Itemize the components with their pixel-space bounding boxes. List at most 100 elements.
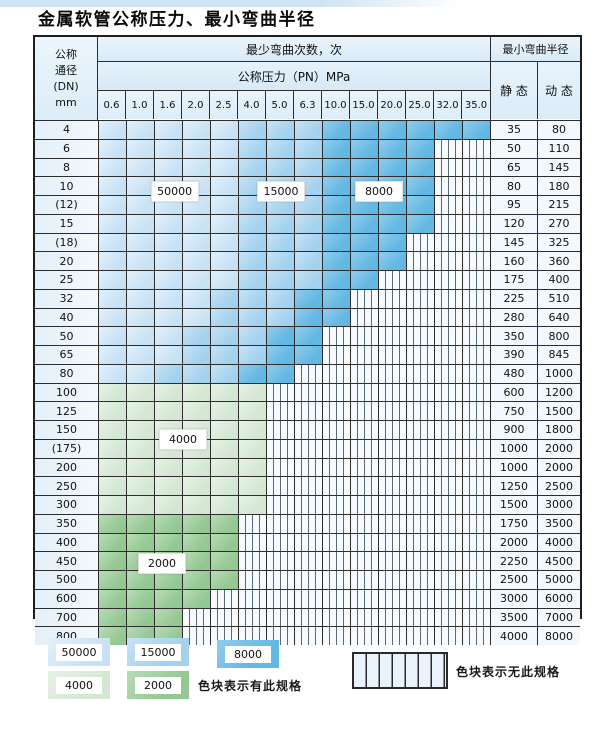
spec-cell-g2 xyxy=(155,589,183,608)
no-spec-cell xyxy=(407,289,435,308)
spec-cell-c8 xyxy=(407,121,435,139)
no-spec-cell xyxy=(351,402,379,420)
dynamic-radius-value: 270 xyxy=(538,214,580,233)
spec-cell-c15 xyxy=(267,271,295,289)
dynamic-radius-value: 4500 xyxy=(538,552,580,570)
no-spec-cell xyxy=(323,533,351,552)
no-spec-cell xyxy=(295,608,323,627)
no-spec-cell xyxy=(463,158,491,177)
spec-cell-c50 xyxy=(155,308,183,327)
spec-cell-c8 xyxy=(407,196,435,214)
spec-cell-c50 xyxy=(155,346,183,364)
spec-cell-c15 xyxy=(211,289,239,308)
no-spec-cell xyxy=(435,496,463,514)
spec-cell-g4 xyxy=(155,383,183,402)
spec-cell-c8 xyxy=(323,214,351,233)
cycle-count-label: 2000 xyxy=(138,553,186,575)
spec-cell-c8 xyxy=(323,289,351,308)
spec-cell-g4 xyxy=(183,402,211,420)
pressure-column-label: 6.3 xyxy=(294,91,322,119)
no-spec-cell xyxy=(435,421,463,439)
spec-cell-c50 xyxy=(99,214,127,233)
pressure-column-label: 20.0 xyxy=(378,91,406,119)
no-spec-cell xyxy=(267,589,295,608)
no-spec-cell xyxy=(323,627,351,645)
spec-cell-g4 xyxy=(239,402,267,420)
legend-swatch-label: 50000 xyxy=(56,643,102,661)
no-spec-cell xyxy=(435,327,463,345)
static-radius-value: 2250 xyxy=(491,552,538,570)
table-row: 8 65 145 xyxy=(35,158,580,178)
pressure-column-label: 10.0 xyxy=(322,91,350,119)
table-row: 300 1500 3000 xyxy=(35,496,580,515)
dynamic-radius-value: 3000 xyxy=(538,496,580,514)
spec-cell-c50 xyxy=(155,252,183,270)
spec-cell-g4 xyxy=(239,496,267,514)
dn-value: 4 xyxy=(35,121,99,139)
table-row: 200 1000 2000 xyxy=(35,458,580,478)
no-spec-cell xyxy=(379,496,407,514)
spec-cell-c50 xyxy=(99,233,127,252)
spec-cell-c15 xyxy=(239,327,267,345)
no-spec-cell xyxy=(435,477,463,495)
table-row: 150 900 1800 xyxy=(35,421,580,440)
spec-cell-c50 xyxy=(183,158,211,177)
no-spec-cell xyxy=(323,477,351,495)
spec-cell-g4 xyxy=(99,383,127,402)
spec-cell-c50 xyxy=(99,327,127,345)
spec-cell-c50 xyxy=(211,121,239,139)
spec-cell-c15 xyxy=(267,121,295,139)
no-spec-cell xyxy=(379,477,407,495)
no-spec-cell xyxy=(351,364,379,383)
spec-cell-c8 xyxy=(407,139,435,158)
spec-cell-c50 xyxy=(155,139,183,158)
spec-cell-g4 xyxy=(239,383,267,402)
spec-cell-c8 xyxy=(323,308,351,327)
no-spec-cell xyxy=(295,439,323,458)
pressure-column-label: 2.0 xyxy=(182,91,210,119)
dn-value: 32 xyxy=(35,289,99,308)
spec-cell-c50 xyxy=(183,233,211,252)
no-spec-cell xyxy=(379,364,407,383)
table-row: 700 3500 7000 xyxy=(35,608,580,628)
dynamic-radius-value: 2500 xyxy=(538,477,580,495)
no-spec-cell xyxy=(351,308,379,327)
static-radius-value: 600 xyxy=(491,383,538,402)
table-row: 125 750 1500 xyxy=(35,402,580,421)
table-row: 800 4000 8000 xyxy=(35,627,580,645)
no-spec-cell xyxy=(407,346,435,364)
no-spec-cell xyxy=(379,383,407,402)
no-spec-cell xyxy=(183,627,211,645)
no-spec-cell xyxy=(379,514,407,533)
no-spec-cell xyxy=(463,364,491,383)
dn-value: 600 xyxy=(35,589,99,608)
no-spec-cell xyxy=(407,608,435,627)
static-radius-value: 280 xyxy=(491,308,538,327)
dn-value: 10 xyxy=(35,177,99,195)
spec-cell-g4 xyxy=(211,496,239,514)
table-row: 100 600 1200 xyxy=(35,383,580,403)
table-row: 250 1250 2500 xyxy=(35,477,580,496)
no-spec-cell xyxy=(379,589,407,608)
no-spec-cell xyxy=(351,383,379,402)
dn-value: 65 xyxy=(35,346,99,364)
spec-cell-c15 xyxy=(295,139,323,158)
spec-cell-c8 xyxy=(267,364,295,383)
no-spec-cell xyxy=(239,533,267,552)
table-row: 4 35 80 xyxy=(35,121,580,140)
spec-cell-c50 xyxy=(211,196,239,214)
dynamic-radius-value: 8000 xyxy=(538,627,580,645)
spec-cell-g4 xyxy=(155,458,183,477)
spec-cell-g4 xyxy=(211,477,239,495)
spec-cell-g2 xyxy=(211,533,239,552)
spec-cell-g2 xyxy=(127,608,155,627)
spec-cell-g2 xyxy=(155,533,183,552)
table-row: 32 225 510 xyxy=(35,289,580,309)
spec-cell-g2 xyxy=(183,533,211,552)
no-spec-cell xyxy=(435,533,463,552)
legend-swatch-label: 8000 xyxy=(225,645,271,663)
no-spec-cell xyxy=(435,589,463,608)
static-radius-value: 4000 xyxy=(491,627,538,645)
static-radius-value: 35 xyxy=(491,121,538,139)
spec-cell-g2 xyxy=(127,533,155,552)
